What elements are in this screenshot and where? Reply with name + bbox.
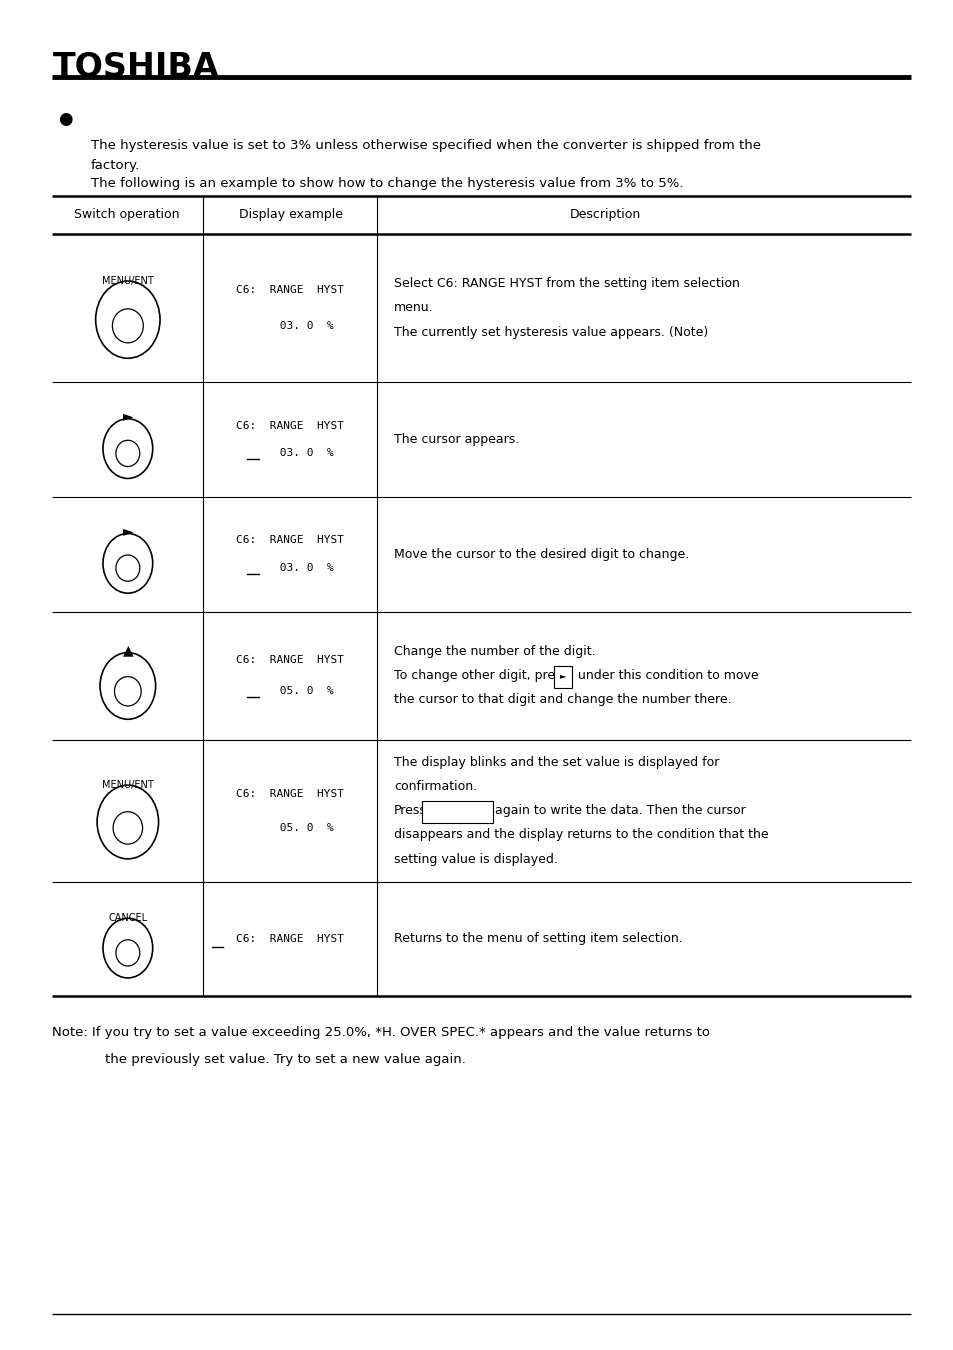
Text: menu.: menu. — [394, 301, 434, 315]
Text: again to write the data. Then the cursor: again to write the data. Then the cursor — [495, 805, 745, 817]
Text: Description: Description — [570, 208, 640, 221]
Text: 03. 0  %: 03. 0 % — [246, 563, 334, 572]
Text: 05. 0  %: 05. 0 % — [246, 822, 334, 833]
Text: confirmation.: confirmation. — [394, 780, 476, 792]
Text: the cursor to that digit and change the number there.: the cursor to that digit and change the … — [394, 694, 731, 706]
Text: ●: ● — [57, 109, 72, 128]
Text: CANCEL: CANCEL — [108, 913, 148, 923]
Text: The cursor appears.: The cursor appears. — [394, 433, 518, 446]
Text: The display blinks and the set value is displayed for: The display blinks and the set value is … — [394, 756, 719, 768]
Text: C6:  RANGE  HYST: C6: RANGE HYST — [235, 934, 344, 944]
Text: the previously set value. Try to set a new value again.: the previously set value. Try to set a n… — [105, 1053, 465, 1066]
Text: MENU/ENT: MENU/ENT — [102, 780, 153, 790]
Text: The currently set hysteresis value appears. (Note): The currently set hysteresis value appea… — [394, 325, 707, 339]
Text: C6:  RANGE  HYST: C6: RANGE HYST — [235, 655, 344, 666]
Text: Note: If you try to set a value exceeding 25.0%, *H. OVER SPEC.* appears and the: Note: If you try to set a value exceedin… — [52, 1026, 710, 1040]
Text: ►: ► — [122, 524, 133, 539]
Text: Returns to the menu of setting item selection.: Returns to the menu of setting item sele… — [394, 933, 682, 945]
Text: C6:  RANGE  HYST: C6: RANGE HYST — [235, 421, 344, 431]
Text: ▲: ▲ — [122, 643, 133, 657]
Text: C6:  RANGE  HYST: C6: RANGE HYST — [235, 285, 344, 296]
Text: TOSHIBA: TOSHIBA — [52, 51, 219, 84]
Text: C6:  RANGE  HYST: C6: RANGE HYST — [235, 536, 344, 545]
Text: setting value is displayed.: setting value is displayed. — [394, 853, 558, 865]
Text: 03. 0  %: 03. 0 % — [246, 320, 334, 331]
Text: To change other digit, press: To change other digit, press — [394, 670, 572, 682]
Bar — [554, 666, 571, 687]
Text: 03. 0  %: 03. 0 % — [246, 448, 334, 458]
Text: Select C6: RANGE HYST from the setting item selection: Select C6: RANGE HYST from the setting i… — [394, 277, 740, 290]
Text: ►: ► — [122, 409, 133, 424]
Text: C6:  RANGE  HYST: C6: RANGE HYST — [235, 788, 344, 799]
Text: Move the cursor to the desired digit to change.: Move the cursor to the desired digit to … — [394, 548, 688, 560]
Text: 05. 0  %: 05. 0 % — [246, 686, 334, 697]
Bar — [421, 801, 493, 822]
Text: disappears and the display returns to the condition that the: disappears and the display returns to th… — [394, 829, 768, 841]
Text: The hysteresis value is set to 3% unless otherwise specified when the converter : The hysteresis value is set to 3% unless… — [91, 139, 760, 153]
Text: Change the number of the digit.: Change the number of the digit. — [394, 645, 595, 657]
Text: Switch operation: Switch operation — [74, 208, 179, 221]
Text: factory.: factory. — [91, 159, 140, 173]
Text: ►: ► — [559, 671, 566, 680]
Text: Display example: Display example — [238, 208, 343, 221]
Text: under this condition to move: under this condition to move — [573, 670, 758, 682]
Text: The following is an example to show how to change the hysteresis value from 3% t: The following is an example to show how … — [91, 177, 682, 190]
Text: Press: Press — [394, 805, 426, 817]
Text: MENU/ENT: MENU/ENT — [102, 275, 153, 286]
